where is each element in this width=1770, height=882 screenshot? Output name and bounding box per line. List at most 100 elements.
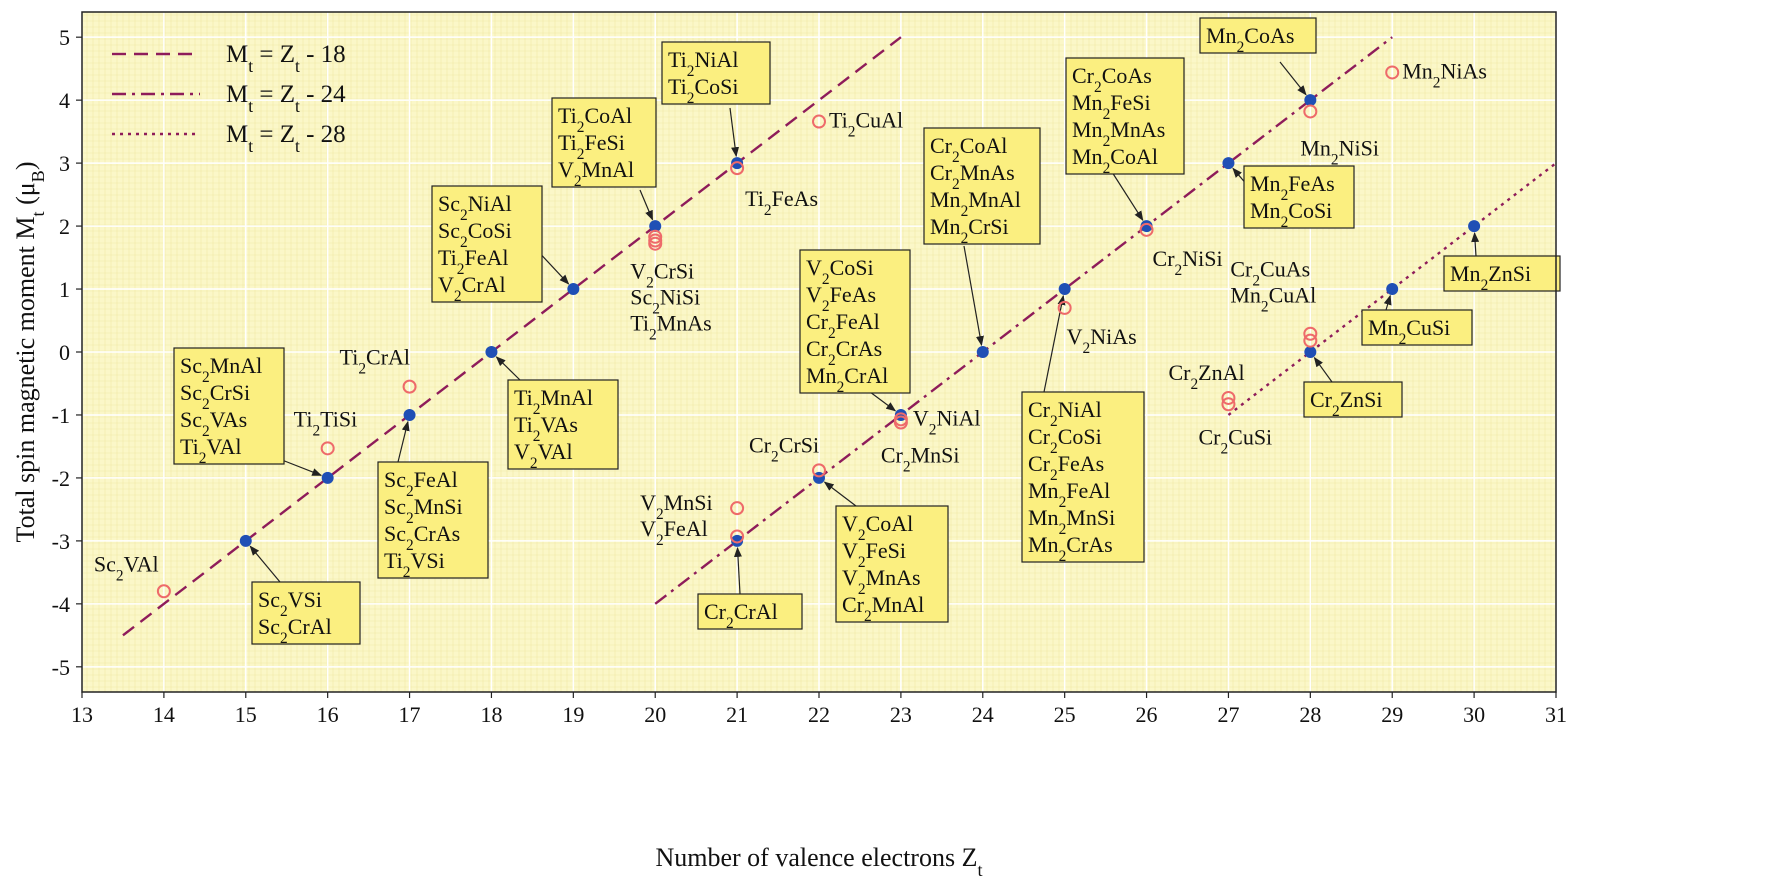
x-tick-label: 24 [972, 702, 994, 727]
x-tick-label: 30 [1463, 702, 1485, 727]
legend-label: Mt = Zt - 24 [226, 81, 346, 116]
open-point [1303, 104, 1318, 119]
x-tick-label: 26 [1136, 702, 1158, 727]
filled-point [403, 408, 416, 421]
x-tick-label: 27 [1217, 702, 1239, 727]
filled-point [1386, 283, 1399, 296]
annotation-sc2val: Sc2VAl [94, 551, 159, 584]
annotation-group-28-low: Cr2CuAs [1230, 256, 1310, 289]
open-point [730, 501, 745, 516]
open-point [812, 463, 826, 478]
y-axis-title: Total spin magnetic moment Mt (μB) [11, 162, 48, 543]
label-box-line: Cr2CrAs [806, 336, 882, 369]
annotation-cr2mnsi: Cr2MnSi [881, 443, 960, 476]
label-box-line: Mn2CrSi [930, 214, 1009, 247]
annotation-group-28-low: Mn2CuAl [1230, 282, 1316, 315]
annotations: Sc2VAl Ti2TiSi Ti2CrAl V2CrSiSc2NiSiTi2MnAs… [94, 58, 1487, 583]
label-box-line: Sc2MnAl [180, 353, 262, 386]
open-point [1221, 397, 1236, 412]
fit-line-18 [122, 36, 902, 637]
arrow-box-sc2feal [397, 420, 410, 463]
label-box-line: Cr2MnAl [842, 592, 924, 625]
filled-point [567, 283, 580, 296]
x-tick-label: 13 [71, 702, 93, 727]
annotation-ti2cual: Ti2CuAl [829, 108, 903, 141]
x-tick-label: 14 [153, 702, 175, 727]
open-point [648, 229, 663, 244]
annotation-mn2nisi: Mn2NiSi [1300, 135, 1379, 168]
label-box-frame [1361, 309, 1473, 346]
label-box-line: V2CrAl [438, 272, 506, 305]
x-tick-label: 25 [1054, 702, 1076, 727]
label-box-line: Cr2FeAs [1028, 451, 1104, 484]
label-box-frame [697, 593, 803, 630]
y-tick-label: -1 [52, 403, 70, 428]
label-box-line: Ti2MnAl [514, 385, 593, 418]
box-mn2cusi: Mn2CuSi [1361, 309, 1473, 348]
label-box-line: Mn2FeAs [1250, 171, 1335, 204]
x-tick-label: 22 [808, 702, 830, 727]
open-point [1139, 222, 1154, 237]
label-box-line: Ti2VAl [180, 434, 242, 467]
label-box-line: Sc2CrAl [258, 614, 332, 647]
label-box-line: Ti2VAs [514, 412, 578, 445]
arrow-box-cr2cral [733, 546, 742, 595]
annotation-cr2cusi: Cr2CuSi [1198, 424, 1272, 457]
y-tick-label: 0 [59, 340, 70, 365]
label-box-frame [173, 347, 285, 465]
y-tick-label: -4 [52, 592, 70, 617]
markers [156, 65, 1481, 599]
annotation-ti2cral: Ti2CrAl [340, 345, 410, 378]
label-box-line: Mn2MnSi [1028, 505, 1115, 538]
label-box-frame [1199, 17, 1317, 54]
label-box-line: Cr2CoSi [1028, 424, 1102, 457]
label-box-line: V2MnAl [558, 157, 634, 190]
x-tick-label: 31 [1545, 702, 1567, 727]
y-tick-label: 4 [59, 88, 70, 113]
filled-point [321, 471, 334, 484]
open-point [1303, 333, 1318, 348]
label-box-line: Ti2FeAl [438, 245, 508, 278]
open-point [730, 161, 745, 176]
annotation-group-21-low: V2MnSi [640, 490, 713, 523]
legend: Mt = Zt - 18 Mt = Zt - 24 Mt = Zt - 28 [112, 41, 346, 156]
x-tick-label: 29 [1381, 702, 1403, 727]
label-box-line: V2MnAs [842, 565, 921, 598]
open-point [156, 584, 171, 599]
label-box-line: V2CoAl [842, 511, 913, 544]
label-box-line: Cr2CrAl [704, 599, 778, 632]
filled-point [1058, 283, 1071, 296]
label-box-line: Ti2CoSi [668, 74, 739, 107]
label-box-line: Sc2CrAs [384, 521, 460, 554]
fit-lines [122, 36, 1557, 637]
x-axis-title: Number of valence electrons Zt [655, 843, 982, 880]
label-box-line: Sc2FeAl [384, 467, 458, 500]
arrow-box-cr2coal [963, 245, 984, 347]
x-tick-label: 21 [726, 702, 748, 727]
arrow-box-sc2mnal [281, 459, 323, 476]
label-box-frame [251, 581, 361, 645]
y-tick-label: -3 [52, 529, 70, 554]
label-box-line: Mn2CoAl [1072, 144, 1158, 177]
x-tick-label: 28 [1299, 702, 1321, 727]
label-box-line: Mn2FeSi [1072, 90, 1151, 123]
annotation-ti2feas: Ti2FeAs [745, 186, 818, 219]
open-point [648, 236, 663, 251]
legend-label: Mt = Zt - 28 [226, 121, 346, 156]
filled-point [731, 534, 744, 547]
label-box-line: Sc2CoSi [438, 218, 512, 251]
label-box-line: Mn2ZnSi [1450, 261, 1531, 294]
x-tick-label: 17 [399, 702, 421, 727]
label-box-line: Ti2FeSi [558, 130, 625, 163]
arrow-box-ti2coal [639, 189, 654, 221]
arrow-box-cr2znsi [1313, 356, 1333, 383]
label-box-line: Mn2CrAl [806, 363, 888, 396]
label-box-line: Mn2FeAl [1028, 478, 1110, 511]
label-box-frame [1021, 391, 1145, 563]
open-point [893, 415, 908, 430]
